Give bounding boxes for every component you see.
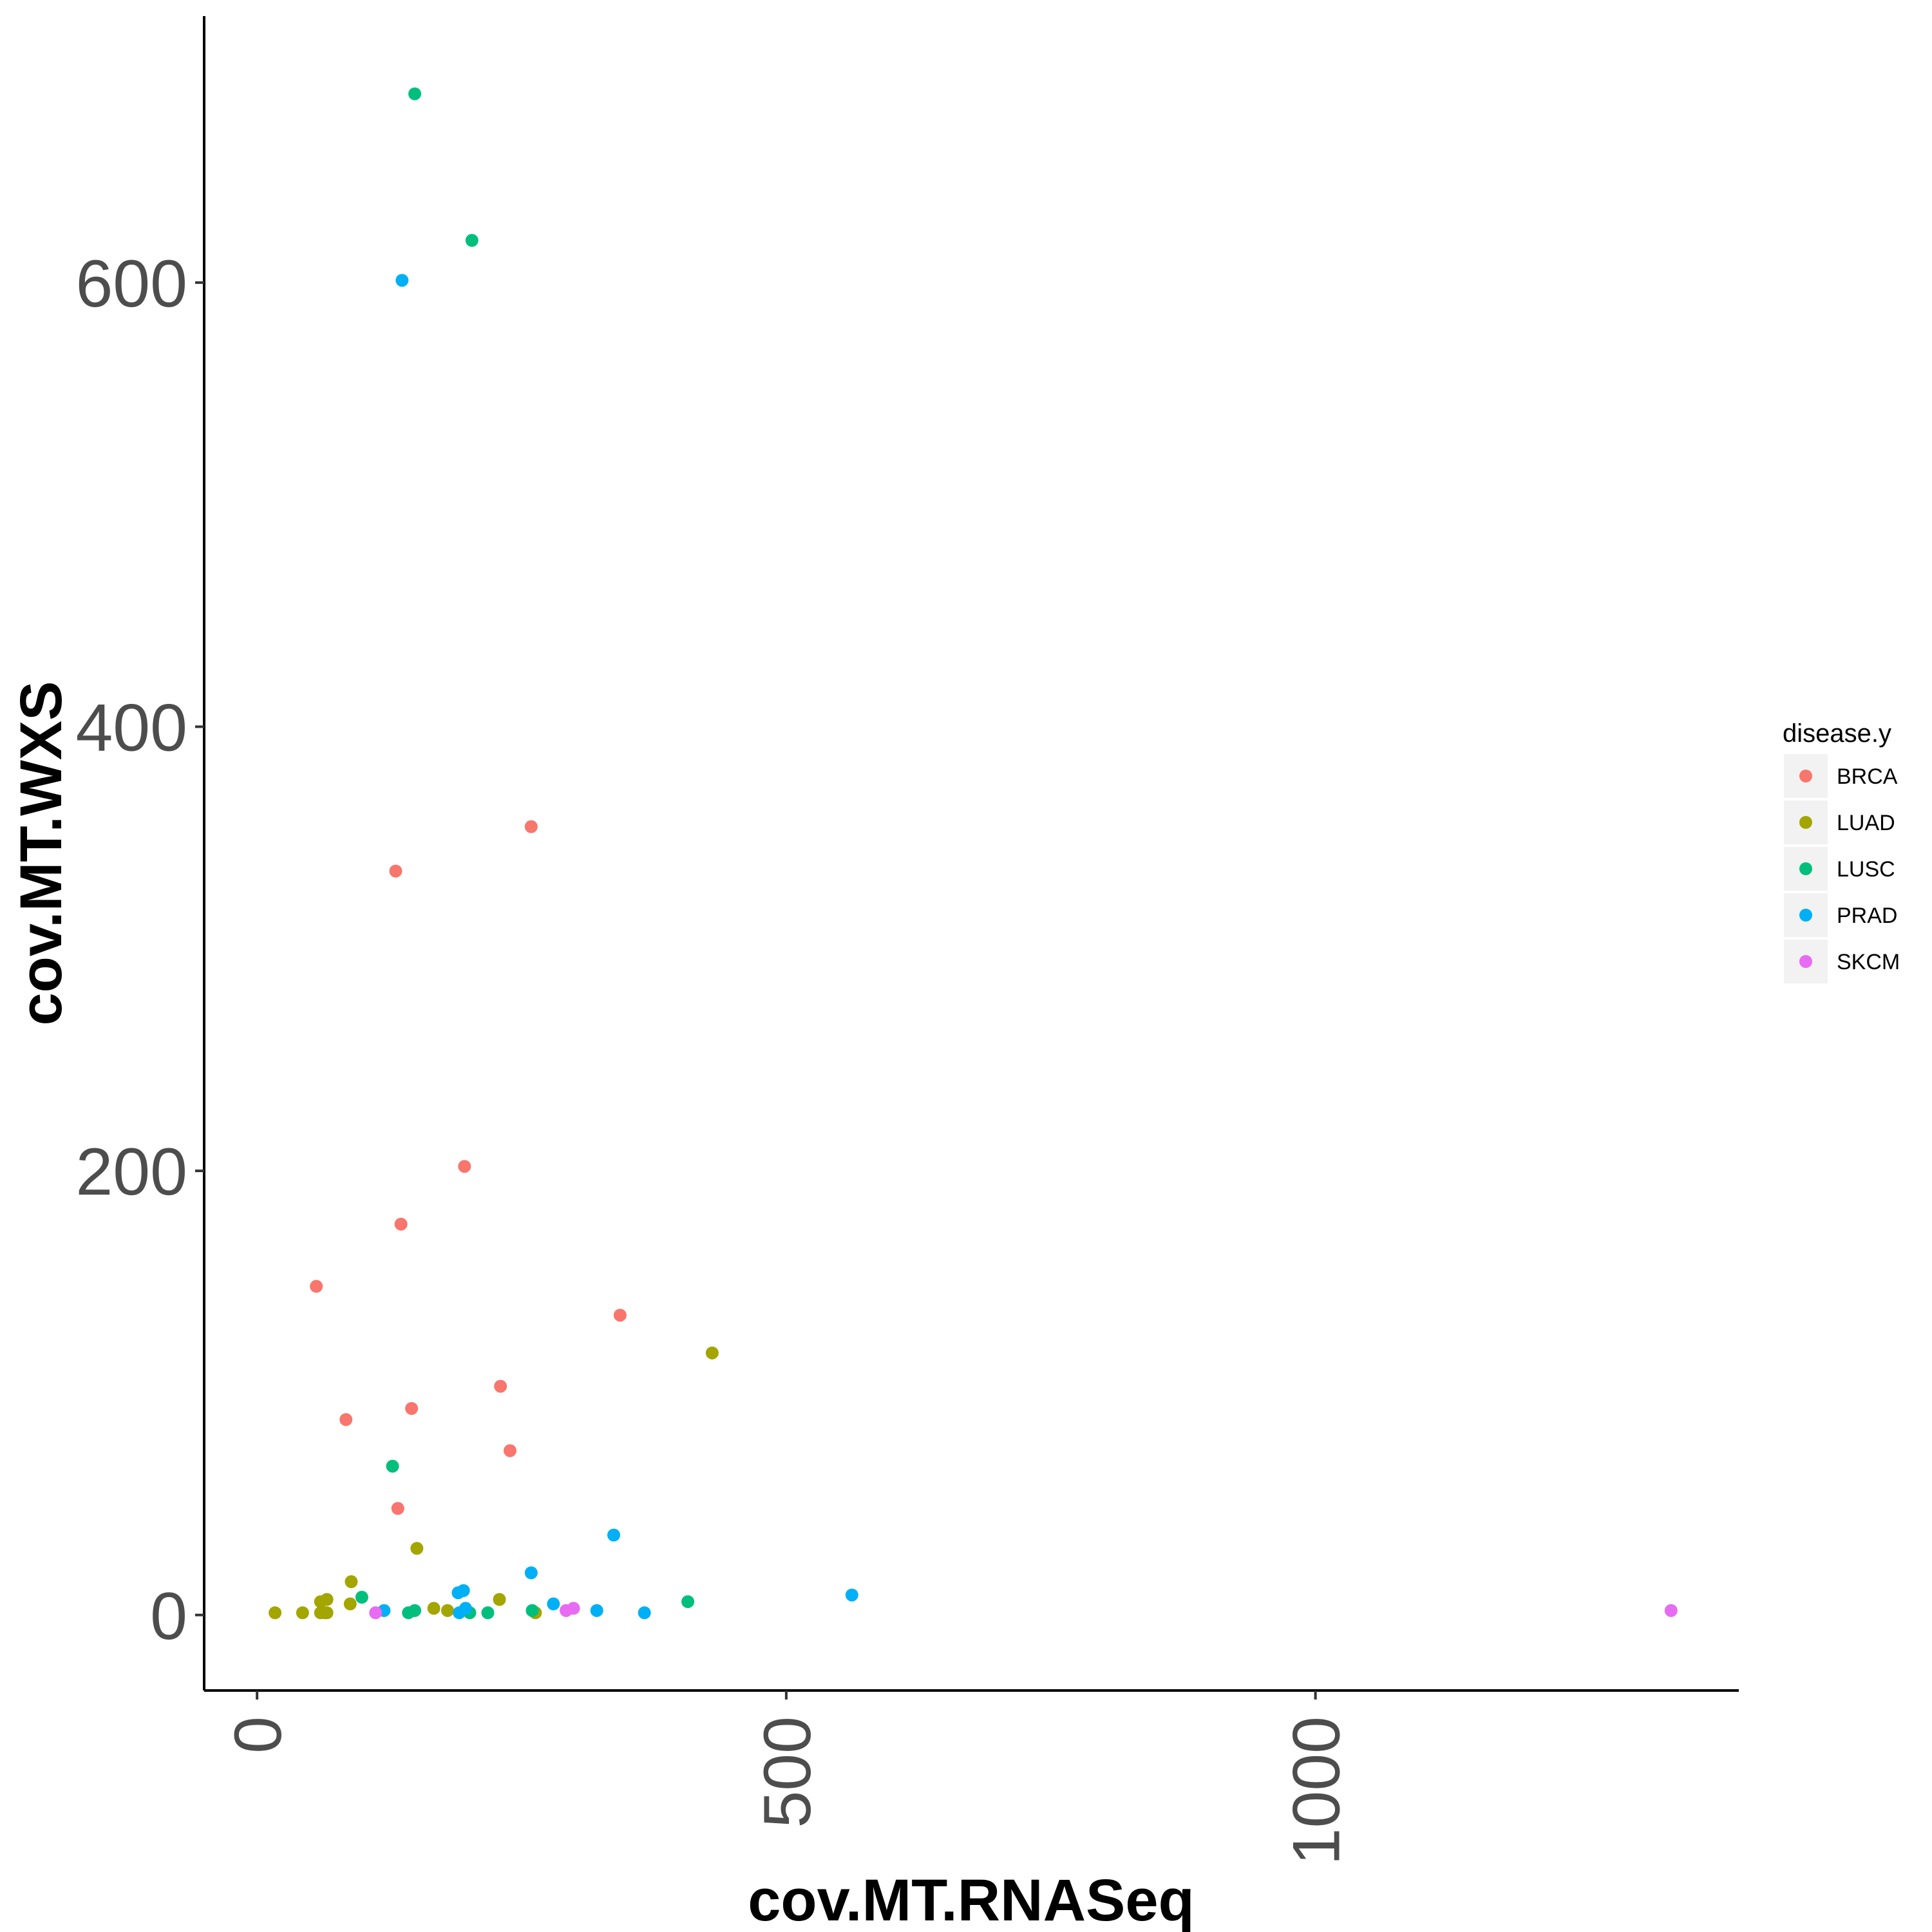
x-tick-label: 0 bbox=[221, 1716, 296, 1754]
data-point-lusc bbox=[526, 1604, 539, 1617]
data-point-brca bbox=[391, 1502, 404, 1515]
data-point-brca bbox=[503, 1444, 516, 1457]
legend-swatch-lusc bbox=[1799, 862, 1812, 875]
legend: disease.y BRCA LUAD LUSC PRAD SKCM bbox=[1783, 719, 1900, 983]
data-point-prad bbox=[457, 1584, 470, 1597]
data-point-luad bbox=[296, 1606, 309, 1620]
data-point-luad bbox=[320, 1593, 334, 1606]
data-point-luad bbox=[343, 1597, 357, 1611]
data-point-skcm bbox=[1664, 1604, 1678, 1617]
data-point-luad bbox=[493, 1593, 506, 1606]
y-tick-label: 400 bbox=[75, 690, 187, 765]
data-point-luad bbox=[410, 1542, 424, 1555]
legend-swatch-skcm bbox=[1799, 955, 1812, 968]
legend-label: BRCA bbox=[1837, 764, 1898, 789]
data-point-brca bbox=[524, 820, 538, 833]
x-axis-ticks: 0 500 1000 bbox=[221, 1690, 1354, 1865]
legend-label: LUSC bbox=[1837, 857, 1895, 882]
data-point-prad bbox=[607, 1528, 621, 1542]
data-point-lusc bbox=[408, 1604, 422, 1617]
legend-label: LUAD bbox=[1837, 811, 1895, 835]
y-axis-title: cov.MT.WXS bbox=[8, 681, 74, 1025]
y-tick-label: 0 bbox=[150, 1579, 187, 1654]
data-point-luad bbox=[440, 1604, 454, 1617]
data-point-skcm bbox=[567, 1602, 580, 1615]
data-point-lusc bbox=[408, 87, 422, 100]
data-point-brca bbox=[613, 1309, 627, 1322]
data-point-brca bbox=[405, 1402, 419, 1416]
data-point-prad bbox=[524, 1566, 538, 1580]
data-point-brca bbox=[458, 1160, 471, 1173]
data-point-luad bbox=[345, 1575, 358, 1589]
data-point-prad bbox=[845, 1588, 858, 1602]
x-tick-label: 1000 bbox=[1280, 1716, 1354, 1865]
data-point-brca bbox=[339, 1413, 353, 1426]
data-point-brca bbox=[389, 864, 402, 878]
data-point-brca bbox=[310, 1280, 323, 1293]
data-point-luad bbox=[320, 1606, 334, 1620]
data-point-luad bbox=[705, 1346, 719, 1359]
data-point-luad bbox=[427, 1602, 440, 1615]
plot-panel: 0 200 400 600 0 500 1000 bbox=[75, 16, 1739, 1865]
data-point-skcm bbox=[369, 1606, 383, 1620]
legend-title: disease.y bbox=[1783, 719, 1891, 748]
x-axis-title: cov.MT.RNASeq bbox=[748, 1868, 1195, 1932]
data-point-lusc bbox=[355, 1591, 368, 1604]
legend-swatch-prad bbox=[1799, 909, 1812, 922]
data-point-lusc bbox=[481, 1606, 495, 1620]
data-point-prad bbox=[459, 1602, 472, 1615]
data-point-lusc bbox=[386, 1459, 399, 1473]
legend-swatch-brca bbox=[1799, 770, 1812, 782]
legend-swatch-luad bbox=[1799, 816, 1812, 829]
y-axis-ticks: 0 200 400 600 bbox=[75, 247, 204, 1654]
x-tick-label: 500 bbox=[750, 1716, 825, 1828]
data-points bbox=[269, 87, 1678, 1620]
data-point-luad bbox=[269, 1606, 282, 1620]
data-point-prad bbox=[590, 1604, 603, 1617]
legend-label: SKCM bbox=[1837, 950, 1900, 974]
data-point-brca bbox=[494, 1379, 507, 1393]
data-point-prad bbox=[395, 274, 409, 287]
legend-label: PRAD bbox=[1837, 904, 1897, 928]
data-point-lusc bbox=[465, 234, 478, 247]
data-point-brca bbox=[394, 1217, 408, 1231]
y-tick-label: 600 bbox=[75, 247, 187, 321]
data-point-prad bbox=[638, 1606, 651, 1620]
legend-entries: BRCA LUAD LUSC PRAD SKCM bbox=[1784, 754, 1900, 983]
y-tick-label: 200 bbox=[75, 1135, 187, 1209]
data-point-lusc bbox=[681, 1595, 695, 1609]
data-point-prad bbox=[547, 1597, 560, 1611]
